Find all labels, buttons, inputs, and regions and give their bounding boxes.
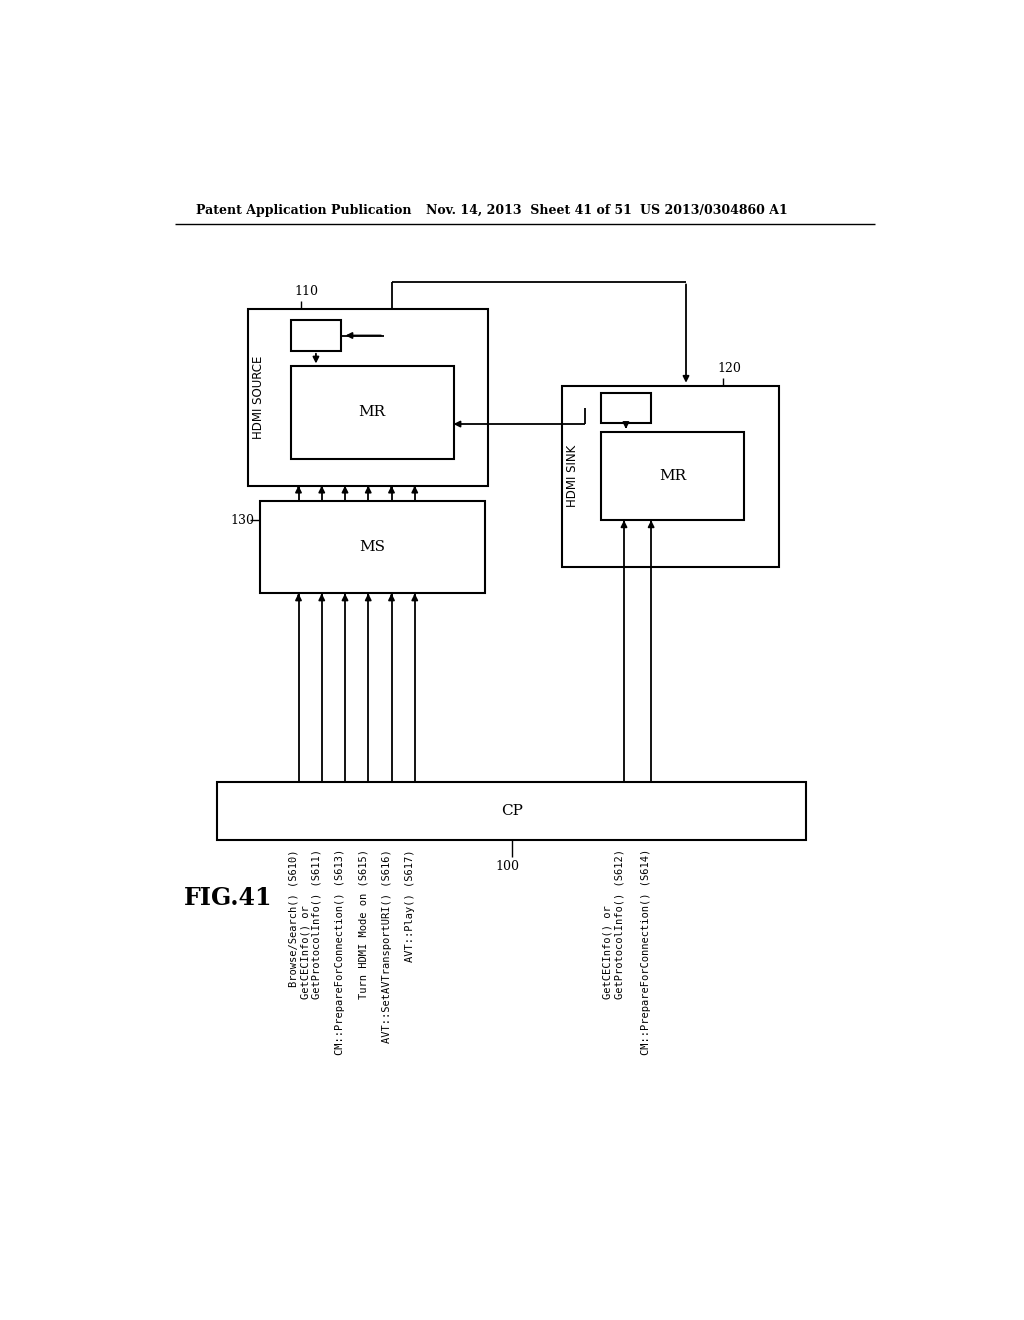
Text: CM::PrepareForConnection() (S614): CM::PrepareForConnection() (S614)	[641, 849, 651, 1056]
Text: AVT::SetAVTransportURI() (S616): AVT::SetAVTransportURI() (S616)	[382, 849, 391, 1043]
Text: FIG.41: FIG.41	[183, 886, 272, 909]
Text: MS: MS	[359, 540, 385, 554]
Bar	[248, 309, 488, 486]
Bar	[217, 781, 806, 840]
Text: GetCECInfo() or
GetProtocolInfo() (S611): GetCECInfo() or GetProtocolInfo() (S611)	[300, 849, 322, 999]
Text: 120: 120	[717, 362, 741, 375]
Bar	[260, 502, 484, 594]
Text: CM::PrepareForConnection() (S613): CM::PrepareForConnection() (S613)	[335, 849, 345, 1056]
Text: HDMI SINK: HDMI SINK	[566, 445, 580, 507]
Text: 110: 110	[295, 285, 318, 298]
Text: CP: CP	[501, 804, 522, 818]
Text: US 2013/0304860 A1: US 2013/0304860 A1	[640, 205, 787, 218]
Bar	[601, 393, 651, 422]
Bar	[562, 385, 779, 566]
Text: Patent Application Publication: Patent Application Publication	[197, 205, 412, 218]
Bar	[291, 367, 454, 459]
Text: MR: MR	[358, 405, 386, 420]
Text: AVT::Play() (S617): AVT::Play() (S617)	[404, 849, 415, 961]
Text: Turn HDMI Mode on (S615): Turn HDMI Mode on (S615)	[358, 849, 369, 999]
Text: HDMI SOURCE: HDMI SOURCE	[253, 355, 265, 438]
Bar	[291, 321, 341, 351]
Text: 100: 100	[496, 861, 520, 874]
Bar	[601, 432, 744, 520]
Text: MR: MR	[658, 469, 686, 483]
Text: GetCECInfo() or
GetProtocolInfo() (S612): GetCECInfo() or GetProtocolInfo() (S612)	[602, 849, 624, 999]
Text: Nov. 14, 2013  Sheet 41 of 51: Nov. 14, 2013 Sheet 41 of 51	[426, 205, 632, 218]
Text: Browse/Search() (S610): Browse/Search() (S610)	[289, 849, 299, 986]
Text: 130: 130	[230, 513, 254, 527]
